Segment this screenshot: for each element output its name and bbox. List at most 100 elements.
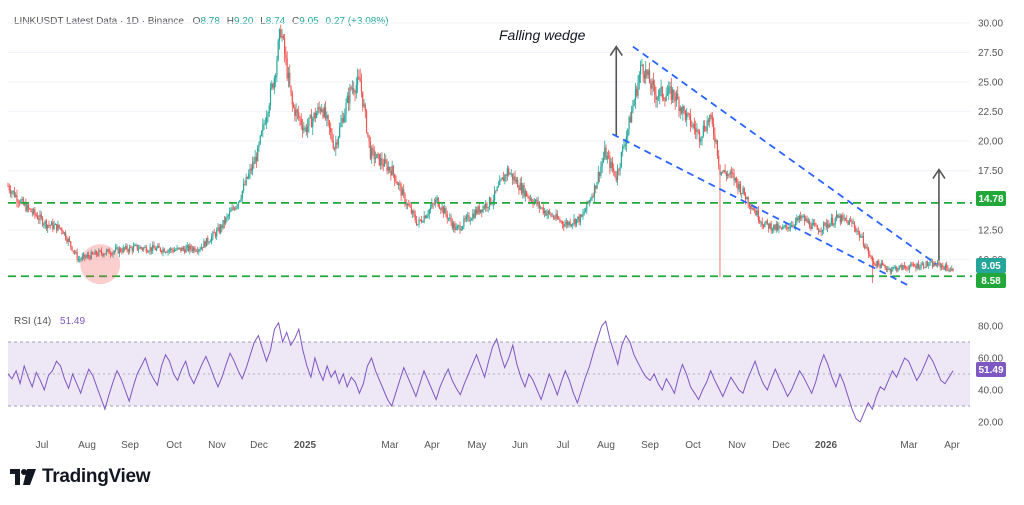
candle (54, 223, 56, 226)
candle-body (597, 172, 599, 183)
time-tick-label: Oct (685, 440, 701, 451)
candle (757, 205, 759, 224)
candle-body (385, 159, 387, 163)
candle-body (389, 167, 391, 171)
candle (127, 248, 129, 255)
candle (298, 105, 300, 121)
candle (547, 210, 549, 219)
candle-body (21, 198, 23, 201)
candle-body (572, 223, 574, 225)
candle (750, 202, 752, 215)
candle (864, 243, 866, 250)
candle (300, 113, 302, 130)
candle (502, 171, 505, 182)
candle-body (543, 210, 546, 214)
candle-body (882, 262, 884, 265)
candle (789, 222, 792, 232)
rsi-header: RSI (14) 51.49 (14, 316, 85, 327)
candle (332, 134, 334, 150)
candle-body (761, 222, 763, 225)
candle (771, 227, 774, 234)
candle (328, 120, 331, 136)
candle-body (875, 264, 877, 267)
candle-body (848, 220, 850, 225)
candle (897, 267, 899, 273)
candle (401, 186, 404, 196)
candle (736, 176, 738, 188)
candle-body (447, 218, 450, 219)
candle-body (41, 217, 44, 225)
candle-body (287, 72, 290, 79)
candle (415, 216, 418, 226)
candle (712, 117, 715, 141)
candle (819, 228, 821, 233)
candle (12, 190, 14, 195)
candle (167, 248, 169, 256)
brand-logo[interactable]: TradingView (10, 466, 151, 488)
candle-body (490, 197, 492, 205)
candle (362, 91, 364, 112)
candle-body (485, 203, 487, 209)
candle (367, 132, 369, 138)
candle (787, 226, 789, 232)
candle (933, 261, 935, 268)
candle-body (602, 157, 605, 162)
candle (368, 134, 370, 149)
candle (395, 175, 397, 184)
candle-body (177, 247, 179, 249)
candle (62, 230, 64, 235)
candle-body (477, 206, 479, 214)
candle-body (538, 201, 541, 208)
candle-body (184, 249, 186, 253)
wedge-height-arrow (609, 45, 623, 136)
candle-body (638, 74, 640, 83)
candle (349, 83, 351, 111)
candle (924, 267, 926, 269)
rsi-value-tag: 51.49 (976, 362, 1006, 377)
candle-body (482, 206, 484, 212)
candle-body (921, 263, 923, 265)
open-label: O (193, 16, 201, 27)
candle-body (109, 253, 112, 255)
candle-body (838, 215, 840, 218)
candle (99, 249, 101, 253)
candle (143, 246, 145, 252)
candle-body (687, 113, 689, 115)
candle (199, 246, 201, 253)
candle (853, 221, 856, 232)
candle (100, 247, 103, 256)
candle-body (296, 109, 299, 113)
candle (946, 261, 948, 272)
candle (769, 222, 771, 230)
candle-body (82, 254, 85, 257)
candle (499, 175, 501, 186)
candle-body (504, 174, 506, 182)
candle (710, 112, 712, 120)
candle-body (374, 158, 377, 160)
candle (637, 75, 639, 99)
candle-body (364, 104, 366, 111)
candle-body (294, 107, 296, 116)
candle-body (523, 185, 525, 197)
candle-body (949, 270, 952, 272)
candle-body (871, 256, 873, 262)
candle (25, 198, 27, 213)
candle-body (377, 153, 379, 155)
candle (514, 170, 516, 185)
candle-body (222, 220, 224, 229)
candle (801, 214, 803, 222)
candle-body (391, 166, 393, 176)
candle-body (816, 225, 818, 230)
candle (742, 185, 744, 195)
candle-body (355, 84, 357, 94)
candle (276, 55, 278, 82)
candle-body (719, 164, 721, 175)
candle (555, 209, 557, 222)
chart-title: LINKUSDT Latest Data · 1D · Binance (14, 16, 184, 27)
candle-body (832, 218, 834, 226)
candle-body (806, 218, 808, 223)
candle (857, 226, 859, 236)
candle (943, 266, 945, 271)
candle (84, 254, 86, 262)
candle (940, 263, 943, 271)
